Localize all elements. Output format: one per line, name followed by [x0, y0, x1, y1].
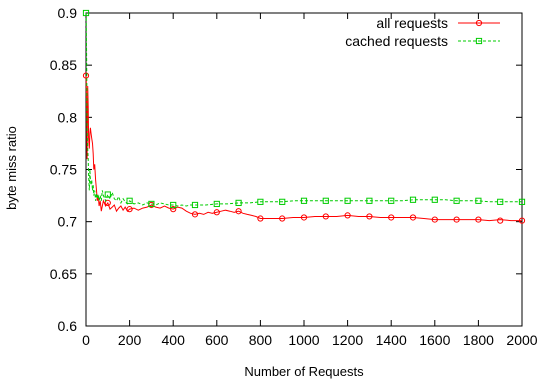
x-axis-label: Number of Requests [244, 364, 364, 379]
data-point [279, 198, 286, 205]
data-point [497, 217, 504, 224]
data-point [388, 197, 395, 204]
data-point [366, 197, 373, 204]
data-point [257, 215, 264, 222]
y-tick-label: 0.65 [50, 266, 77, 282]
x-tick-label: 2000 [506, 332, 537, 348]
y-tick-label: 0.9 [58, 5, 78, 21]
y-tick-label: 0.85 [50, 57, 77, 73]
data-point [235, 208, 242, 215]
legend-label: cached requests [345, 33, 448, 49]
data-point [518, 217, 526, 224]
x-tick-label: 1600 [419, 332, 450, 348]
series-line [85, 75, 522, 222]
x-axis: 0 200 400 600 800 1000 1200 1400 1600 1800 2000 [82, 13, 538, 348]
y-axis: 0.6 0.65 0.7 0.75 0.8 0.85 0.9 [50, 5, 522, 334]
legend-item: cached requests [345, 33, 500, 49]
data-point [497, 198, 504, 205]
data-point [431, 216, 438, 223]
y-tick-label: 0.7 [58, 214, 78, 230]
data-point [191, 211, 199, 218]
plot-frame [85, 12, 523, 327]
data-point [322, 213, 329, 220]
data-point [453, 197, 460, 204]
x-tick-label: 1800 [463, 332, 494, 348]
data-point [475, 197, 482, 204]
x-tick-label: 200 [118, 332, 142, 348]
data-point [453, 216, 460, 223]
data-point [82, 9, 90, 17]
series-all-requests [82, 72, 526, 224]
data-point [126, 206, 133, 213]
x-tick-label: 800 [249, 332, 273, 348]
data-point [191, 201, 199, 209]
data-point [213, 200, 220, 208]
data-point [104, 199, 111, 206]
plot-area [85, 12, 523, 327]
data-point [475, 216, 482, 223]
legend-swatch-marker [475, 37, 483, 45]
data-point [213, 209, 220, 216]
data-point [148, 200, 155, 208]
legend-swatch-marker [475, 19, 483, 27]
x-tick-label: 0 [82, 332, 90, 348]
x-tick-label: 400 [162, 332, 186, 348]
series-cached-requests [82, 9, 526, 209]
data-point [235, 199, 242, 206]
data-point [388, 214, 395, 221]
data-point [322, 197, 329, 204]
data-point [279, 215, 286, 222]
data-point [126, 197, 133, 204]
legend-item: all requests [376, 15, 500, 31]
y-tick-label: 0.6 [58, 318, 78, 334]
data-point [82, 72, 90, 79]
data-point [344, 197, 351, 204]
y-axis-label: byte miss ratio [4, 126, 19, 210]
data-point [431, 196, 438, 203]
data-point [344, 212, 351, 219]
legend-label: all requests [376, 15, 448, 31]
series-line [85, 12, 522, 207]
data-point [300, 214, 308, 221]
data-point [518, 198, 526, 205]
data-point [409, 214, 417, 221]
data-point [409, 196, 417, 203]
data-point [257, 198, 264, 205]
data-point [300, 197, 308, 204]
y-tick-label: 0.8 [58, 109, 78, 125]
data-point [170, 201, 177, 209]
data-point [366, 213, 373, 220]
data-point [170, 206, 177, 213]
x-tick-label: 600 [205, 332, 229, 348]
data-point [104, 191, 111, 198]
legend: all requests cached requests [345, 15, 500, 49]
series-layer [82, 9, 526, 224]
x-tick-label: 1000 [288, 332, 319, 348]
x-tick-label: 1400 [376, 332, 407, 348]
y-tick-label: 0.75 [50, 162, 77, 178]
x-tick-label: 1200 [332, 332, 363, 348]
